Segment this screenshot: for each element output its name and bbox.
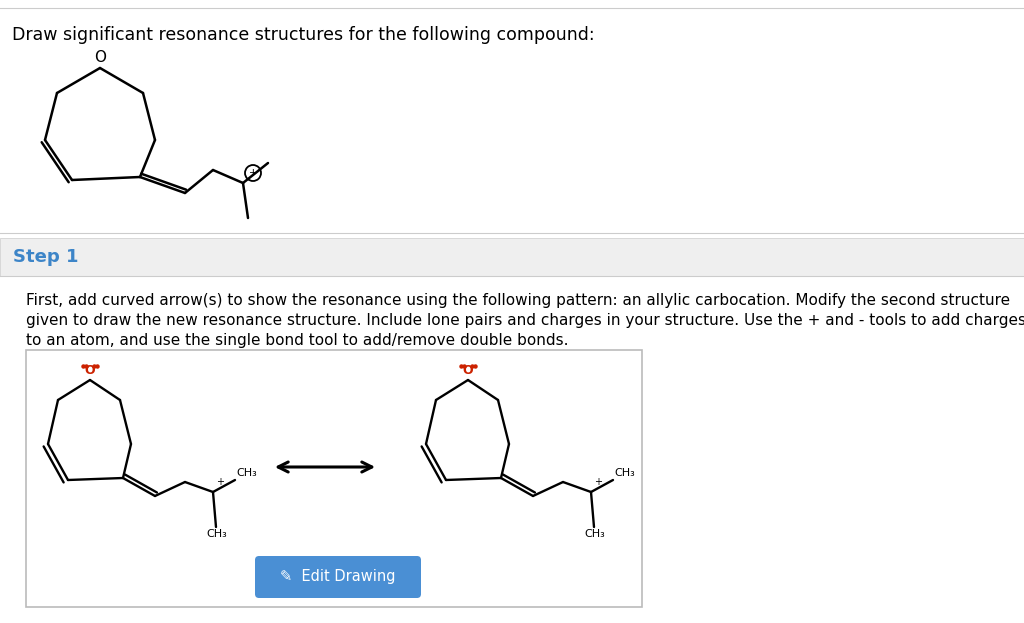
- Text: CH₃: CH₃: [206, 529, 226, 539]
- Text: First, add curved arrow(s) to show the resonance using the following pattern: an: First, add curved arrow(s) to show the r…: [26, 293, 1010, 308]
- Text: +: +: [594, 477, 602, 487]
- Text: CH₃: CH₃: [614, 468, 635, 478]
- Text: O: O: [94, 50, 106, 65]
- Text: +: +: [249, 168, 257, 178]
- Text: to an atom, and use the single bond tool to add/remove double bonds.: to an atom, and use the single bond tool…: [26, 333, 568, 348]
- Text: O: O: [463, 364, 473, 377]
- FancyArrowPatch shape: [279, 462, 372, 472]
- FancyBboxPatch shape: [0, 238, 1024, 276]
- Text: Step 1: Step 1: [13, 248, 79, 266]
- Text: CH₃: CH₃: [236, 468, 257, 478]
- Text: CH₃: CH₃: [584, 529, 605, 539]
- Text: ✎  Edit Drawing: ✎ Edit Drawing: [281, 569, 395, 584]
- Text: Draw significant resonance structures for the following compound:: Draw significant resonance structures fo…: [12, 26, 595, 44]
- Text: given to draw the new resonance structure. Include lone pairs and charges in you: given to draw the new resonance structur…: [26, 313, 1024, 328]
- FancyBboxPatch shape: [26, 350, 642, 607]
- Text: +: +: [216, 477, 224, 487]
- Text: O: O: [85, 364, 95, 377]
- FancyBboxPatch shape: [255, 556, 421, 598]
